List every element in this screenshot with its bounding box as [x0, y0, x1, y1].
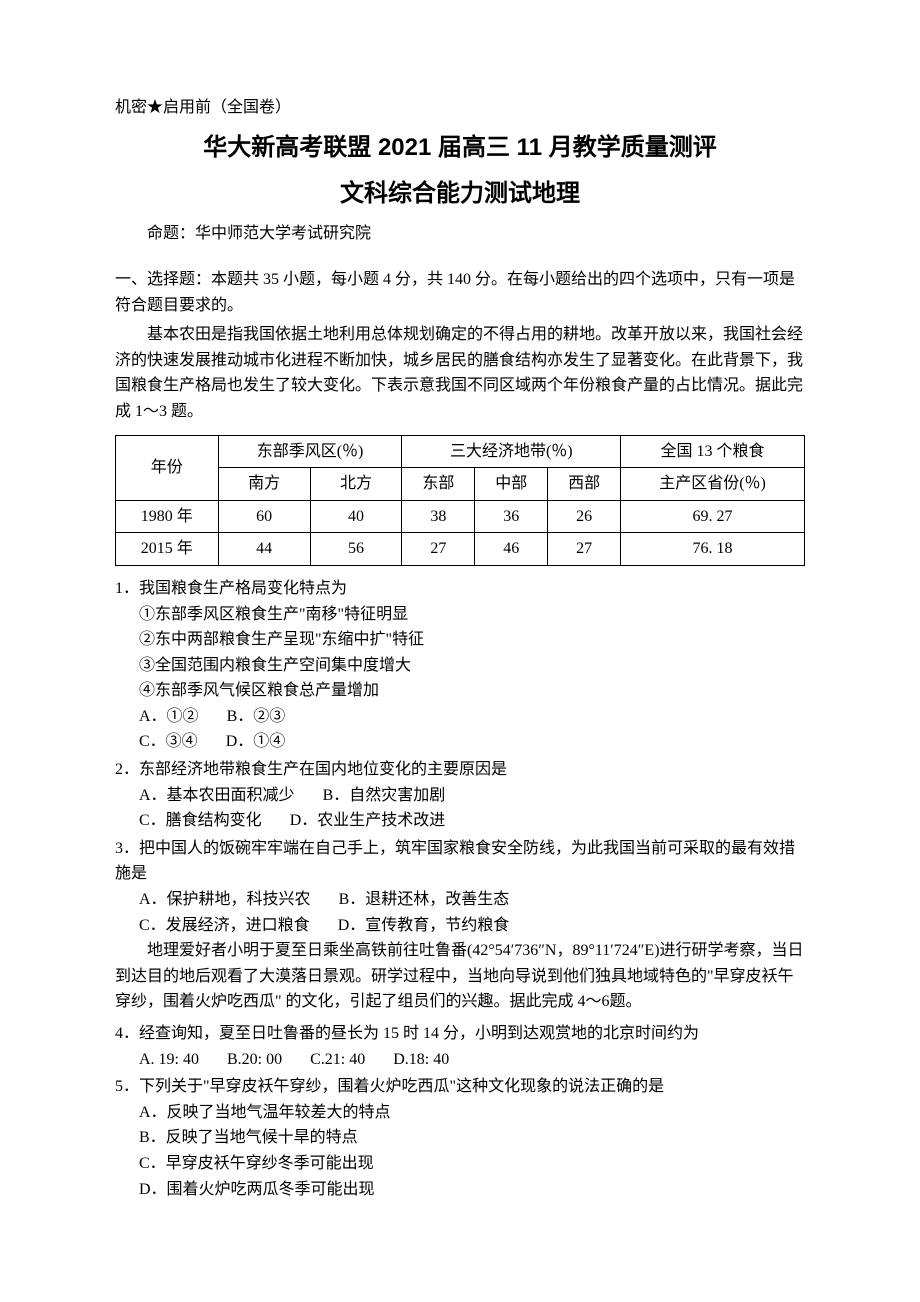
cell: 36	[475, 500, 548, 533]
table-row: 2015 年 44 56 27 46 27 76. 18	[116, 533, 805, 566]
q2-stem: 2．东部经济地带粮食生产在国内地位变化的主要原因是	[115, 757, 805, 783]
cell: 46	[475, 533, 548, 566]
q1-item-3: ③全国范围内粮食生产空间集中度增大	[115, 653, 805, 679]
sub-title: 文科综合能力测试地理	[115, 175, 805, 213]
passage-1: 基本农田是指我国依据土地利用总体规划确定的不得占用的耕地。改革开放以来，我国社会…	[115, 322, 805, 424]
q1-opt-d: D．①④	[226, 729, 286, 755]
secret-label: 机密★启用前（全国卷）	[115, 95, 805, 121]
cell: 27	[402, 533, 475, 566]
q3-opt-b: B．退耕还林，改善生态	[339, 887, 510, 913]
col-group-provinces-top: 全国 13 个粮食	[621, 435, 805, 468]
cell: 27	[548, 533, 621, 566]
col-west: 西部	[548, 468, 621, 501]
data-table: 年份 东部季风区(％) 三大经济地带(％) 全国 13 个粮食 南方 北方 东部…	[115, 435, 805, 566]
section-header: 一、选择题：本题共 35 小题，每小题 4 分，共 140 分。在每小题给出的四…	[115, 267, 805, 318]
col-provinces: 主产区省份(％)	[621, 468, 805, 501]
q2-opt-b: B．自然灾害加剧	[323, 783, 446, 809]
q4-stem: 4．经查询知，夏至日吐鲁番的昼长为 15 时 14 分，小明到达观赏地的北京时间…	[115, 1021, 805, 1047]
q5-opt-d: D．围着火炉吃两瓜冬季可能出现	[115, 1177, 805, 1203]
q3-opt-d: D．宣传教育，节约粮食	[338, 913, 510, 939]
passage-2: 地理爱好者小明于夏至日乘坐高铁前往吐鲁番(42°54′736″N，89°11′7…	[115, 938, 805, 1015]
q1-item-4: ④东部季风气候区粮食总产量增加	[115, 678, 805, 704]
col-south: 南方	[218, 468, 310, 501]
q2-opt-a: A．基本农田面积减少	[139, 783, 295, 809]
q3-opt-c: C．发展经济，进口粮食	[139, 913, 310, 939]
q5-opt-c: C．早穿皮袄午穿纱冬季可能出现	[115, 1151, 805, 1177]
q1-opt-a: A．①②	[139, 704, 199, 730]
q4-opt-c: C.21: 40	[310, 1047, 365, 1073]
table-row: 1980 年 60 40 38 36 26 69. 27	[116, 500, 805, 533]
col-north: 北方	[310, 468, 402, 501]
q2-opt-d: D．农业生产技术改进	[290, 808, 446, 834]
cell: 40	[310, 500, 402, 533]
q4-opt-b: B.20: 00	[227, 1047, 282, 1073]
table-header-row-1: 年份 东部季风区(％) 三大经济地带(％) 全国 13 个粮食	[116, 435, 805, 468]
col-group-east-monsoon: 东部季风区(％)	[218, 435, 402, 468]
q4-opt-a: A. 19: 40	[139, 1047, 199, 1073]
q3-stem: 3．把中国人的饭碗牢牢端在自己手上，筑牢国家粮食安全防线，为此我国当前可采取的最…	[115, 836, 805, 887]
col-year: 年份	[116, 435, 219, 500]
q5-stem: 5．下列关于"早穿皮袄午穿纱，围着火炉吃西瓜"这种文化现象的说法正确的是	[115, 1074, 805, 1100]
cell: 38	[402, 500, 475, 533]
table-header-row-2: 南方 北方 东部 中部 西部 主产区省份(％)	[116, 468, 805, 501]
cell-year: 1980 年	[116, 500, 219, 533]
cell-year: 2015 年	[116, 533, 219, 566]
col-east: 东部	[402, 468, 475, 501]
main-title: 华大新高考联盟 2021 届高三 11 月教学质量测评	[115, 129, 805, 167]
q4-opt-d: D.18: 40	[393, 1047, 449, 1073]
q2-opt-c: C．膳食结构变化	[139, 808, 262, 834]
col-mid: 中部	[475, 468, 548, 501]
cell: 26	[548, 500, 621, 533]
q1-opt-c: C．③④	[139, 729, 198, 755]
cell: 44	[218, 533, 310, 566]
q1-stem: 1．我国粮食生产格局变化特点为	[115, 576, 805, 602]
cell: 56	[310, 533, 402, 566]
cell: 60	[218, 500, 310, 533]
q1-item-1: ①东部季风区粮食生产"南移"特征明显	[115, 602, 805, 628]
q5-opt-a: A．反映了当地气温年较差大的特点	[115, 1100, 805, 1126]
cell: 76. 18	[621, 533, 805, 566]
q1-item-2: ②东中两部粮食生产呈现"东缩中扩"特征	[115, 627, 805, 653]
author-line: 命题：华中师范大学考试研究院	[115, 221, 805, 247]
cell: 69. 27	[621, 500, 805, 533]
col-group-three-zones: 三大经济地带(％)	[402, 435, 621, 468]
q3-opt-a: A．保护耕地，科技兴农	[139, 887, 311, 913]
q5-opt-b: B．反映了当地气候十旱的特点	[115, 1125, 805, 1151]
q1-opt-b: B．②③	[227, 704, 286, 730]
